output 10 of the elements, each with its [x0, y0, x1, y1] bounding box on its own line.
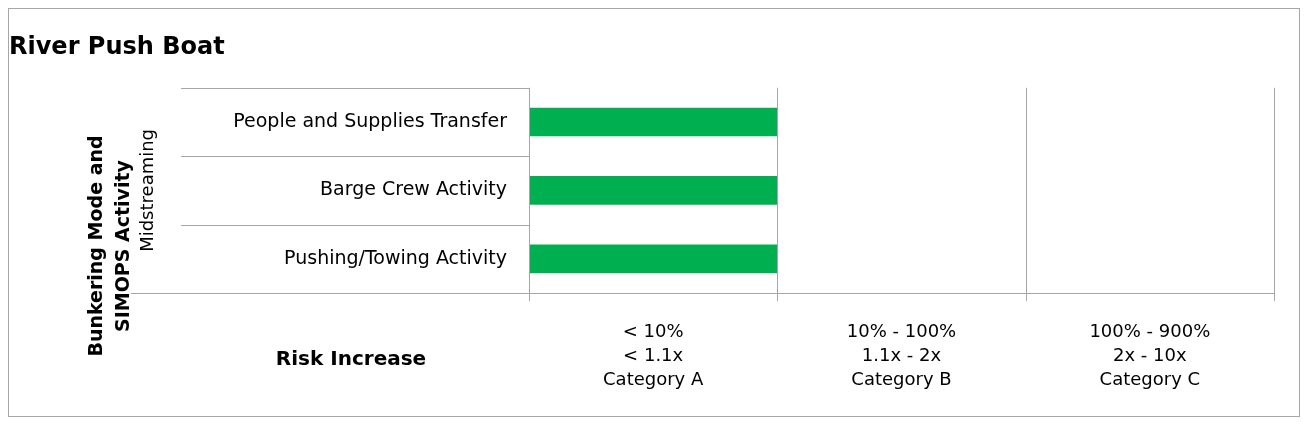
text: < 10% < 1.1x Category A: [603, 319, 704, 389]
y-tick-label: Barge Crew Activity: [320, 177, 507, 200]
y-tick-label: Pushing/Towing Activity: [284, 245, 507, 268]
text: River Push Boat: [9, 31, 225, 60]
text: Bunkering Mode and SIMOPS Activity: [83, 135, 133, 357]
text: 10% - 100% 1.1x - 2x Category B: [846, 319, 957, 389]
x-axis-title: Risk Increase: [275, 346, 427, 371]
text: 100% - 900% 2x - 10x Category C: [1089, 319, 1211, 389]
y-tick-label: People and Supplies Transfer: [233, 108, 508, 131]
text: Midstreaming: [135, 128, 157, 252]
